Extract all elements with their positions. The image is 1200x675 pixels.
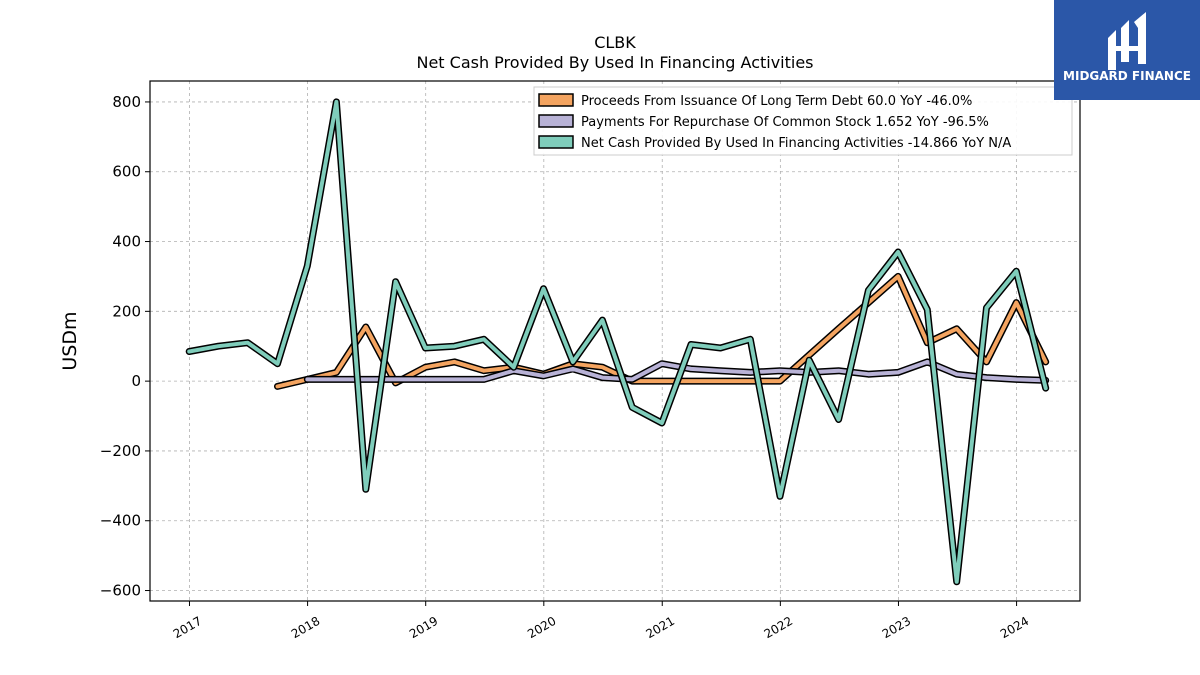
x-tick-label: 2018 bbox=[289, 614, 322, 641]
x-tick-label: 2024 bbox=[998, 614, 1031, 641]
legend-label: Net Cash Provided By Used In Financing A… bbox=[581, 136, 1011, 151]
y-tick-label: −200 bbox=[100, 442, 141, 460]
y-tick-label: 400 bbox=[112, 233, 141, 251]
y-tick-label: 800 bbox=[112, 93, 141, 111]
chart-title: CLBK bbox=[594, 33, 636, 52]
y-tick-label: 200 bbox=[112, 302, 141, 320]
series-2-outline bbox=[185, 98, 1050, 586]
legend-swatch bbox=[538, 93, 574, 107]
logo-text: MIDGARD FINANCE bbox=[1063, 69, 1191, 83]
grid bbox=[150, 81, 1080, 601]
y-tick-label: −400 bbox=[100, 512, 141, 530]
x-tick-label: 2021 bbox=[644, 614, 677, 641]
y-tick-label: 0 bbox=[131, 372, 141, 390]
logo: MIDGARD FINANCE bbox=[1054, 0, 1200, 100]
legend-swatch bbox=[538, 135, 574, 149]
x-axis-ticks: 2017 2018 2019 2020 2021 2022 2023 2024 bbox=[171, 601, 1031, 641]
x-tick-label: 2017 bbox=[171, 614, 204, 641]
legend-box bbox=[533, 86, 1073, 156]
x-tick-label: 2020 bbox=[525, 614, 558, 641]
legend-swatch bbox=[538, 114, 574, 128]
chart-subtitle: Net Cash Provided By Used In Financing A… bbox=[416, 53, 813, 72]
y-axis-ticks: −600 −400 −200 0 200 400 600 800 bbox=[100, 93, 150, 600]
series-1-line bbox=[305, 359, 1048, 383]
logo-mark-icon bbox=[1108, 12, 1146, 70]
x-tick-label: 2022 bbox=[762, 614, 795, 641]
plot-frame bbox=[149, 80, 1081, 602]
legend: Proceeds From Issuance Of Long Term Debt… bbox=[533, 86, 1073, 156]
series-2-line bbox=[187, 99, 1048, 584]
y-axis-label: USDm bbox=[59, 311, 81, 370]
series-lines bbox=[185, 98, 1050, 586]
legend-label: Proceeds From Issuance Of Long Term Debt… bbox=[581, 94, 972, 109]
x-tick-label: 2023 bbox=[880, 614, 913, 641]
legend-label: Payments For Repurchase Of Common Stock … bbox=[581, 115, 989, 130]
x-tick-label: 2019 bbox=[407, 614, 440, 641]
y-tick-label: −600 bbox=[100, 582, 141, 600]
y-tick-label: 600 bbox=[112, 163, 141, 181]
